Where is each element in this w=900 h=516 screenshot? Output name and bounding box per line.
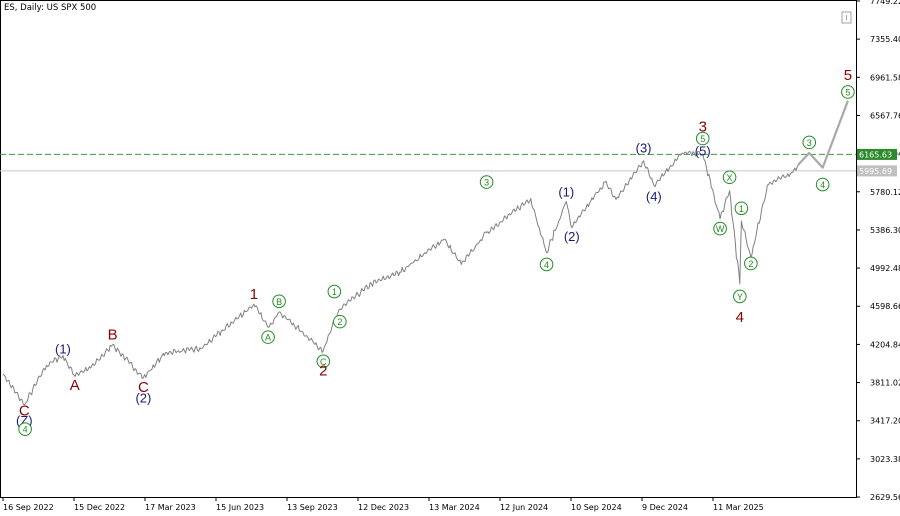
y-tick-label: 7749.22 — [870, 0, 900, 6]
wave-label: X — [722, 170, 737, 185]
svg-text:3: 3 — [484, 178, 489, 188]
svg-text:A: A — [70, 377, 80, 394]
svg-text:1: 1 — [332, 287, 337, 297]
svg-text:3: 3 — [807, 138, 812, 148]
wave-label: C — [316, 354, 331, 369]
wave-label: 3 — [699, 118, 707, 135]
svg-text:5: 5 — [700, 134, 705, 144]
wave-label: 1 — [327, 284, 342, 299]
y-tick-label: 3023.38 — [870, 455, 900, 464]
y-tick-label: 2629.56 — [870, 493, 900, 502]
svg-text:(4): (4) — [646, 189, 662, 204]
svg-text:(1): (1) — [55, 341, 71, 356]
svg-text:1: 1 — [739, 204, 744, 214]
svg-text:(3): (3) — [636, 141, 652, 156]
svg-text:4: 4 — [820, 180, 825, 190]
wave-label: 4 — [539, 257, 554, 272]
y-tick-label: 3417.20 — [870, 417, 900, 426]
y-tick-label: 5386.30 — [870, 226, 900, 235]
y-tick-label: 6567.76 — [870, 111, 900, 120]
wave-label: (4) — [646, 189, 662, 204]
svg-text:2: 2 — [748, 259, 753, 269]
svg-text:(1): (1) — [558, 184, 574, 199]
x-tick-label: 15 Dec 2022 — [74, 503, 125, 512]
wave-label: 5 — [844, 67, 852, 84]
wave-label: (5) — [695, 144, 711, 159]
svg-text:B: B — [276, 297, 282, 307]
x-tick-label: 11 Mar 2025 — [713, 503, 764, 512]
x-tick-label: 9 Dec 2024 — [642, 503, 688, 512]
wave-label: 3 — [479, 175, 494, 189]
wave-label: C — [19, 402, 30, 419]
svg-text:X: X — [727, 173, 733, 183]
wave-label: 4 — [815, 177, 830, 192]
wave-label: (1) — [558, 184, 574, 199]
wave-label: 2 — [319, 363, 327, 380]
y-tick-label: 4598.66 — [870, 302, 900, 311]
x-tick-label: 13 Sep 2023 — [287, 503, 338, 512]
wave-label: 1 — [250, 286, 258, 303]
svg-text:A: A — [265, 333, 271, 343]
wave-label: (2) — [564, 229, 580, 244]
svg-text:C: C — [138, 379, 149, 396]
wave-label: (3) — [636, 141, 652, 156]
svg-text:5: 5 — [845, 87, 850, 97]
wave-label: B — [108, 327, 118, 344]
wave-label: (2) — [135, 391, 151, 406]
price-tag: 6165.63 — [857, 148, 897, 160]
svg-text:B: B — [108, 327, 118, 344]
svg-text:5995.69: 5995.69 — [859, 167, 892, 176]
wave-label: 3 — [802, 135, 817, 150]
x-tick-label: 12 Dec 2023 — [358, 503, 409, 512]
svg-text:5: 5 — [844, 67, 852, 84]
svg-text:2: 2 — [337, 317, 342, 327]
wave-label: A — [261, 330, 275, 344]
chart-settings-icon[interactable] — [841, 11, 852, 24]
wave-label: A — [70, 377, 80, 394]
wave-label: 2 — [744, 256, 758, 271]
svg-text:(5): (5) — [695, 144, 711, 159]
y-tick-label: 3811.02 — [870, 379, 900, 388]
chart-title: ES, Daily: US SPX 500 — [4, 3, 96, 13]
y-tick-label: 7355.40 — [870, 35, 900, 44]
wave-label: W — [713, 221, 727, 236]
x-tick-label: 10 Sep 2024 — [571, 503, 622, 512]
y-tick-label: 5780.12 — [870, 188, 900, 197]
y-tick-label: 4204.84 — [870, 340, 900, 349]
price-tag: 5995.69 — [857, 165, 897, 177]
svg-text:6165.63: 6165.63 — [859, 150, 892, 159]
wave-label: Y — [733, 289, 747, 304]
projection-line — [797, 100, 849, 169]
wave-label: 1 — [734, 201, 749, 216]
x-tick-label: 13 Mar 2024 — [429, 503, 480, 512]
svg-text:Y: Y — [737, 292, 743, 302]
svg-text:C: C — [19, 402, 30, 419]
svg-text:W: W — [716, 224, 725, 234]
svg-text:C: C — [320, 357, 327, 367]
wave-label: B — [272, 294, 286, 309]
x-tick-label: 15 Jun 2023 — [216, 503, 264, 512]
x-tick-label: 17 Mar 2023 — [145, 503, 196, 512]
svg-text:4: 4 — [736, 309, 744, 326]
wave-label: 4 — [18, 422, 32, 436]
wave-label: C — [138, 379, 149, 396]
svg-text:(2): (2) — [564, 229, 580, 244]
svg-text:2: 2 — [319, 363, 327, 380]
svg-text:3: 3 — [699, 118, 707, 135]
svg-text:4: 4 — [23, 425, 28, 435]
y-tick-label: 6961.58 — [870, 73, 900, 82]
svg-text:4: 4 — [544, 260, 549, 270]
svg-text:(2): (2) — [135, 391, 151, 406]
wave-label: 2 — [333, 314, 347, 329]
svg-text:1: 1 — [250, 286, 258, 303]
x-tick-label: 12 Jun 2024 — [500, 503, 548, 512]
wave-label: (1) — [55, 341, 71, 356]
price-line — [2, 150, 799, 406]
wave-label: 5 — [841, 85, 855, 99]
wave-label: 5 — [695, 131, 710, 146]
y-tick-label: 4992.48 — [870, 264, 900, 273]
wave-label: 4 — [736, 309, 744, 326]
x-tick-label: 16 Sep 2022 — [3, 503, 54, 512]
